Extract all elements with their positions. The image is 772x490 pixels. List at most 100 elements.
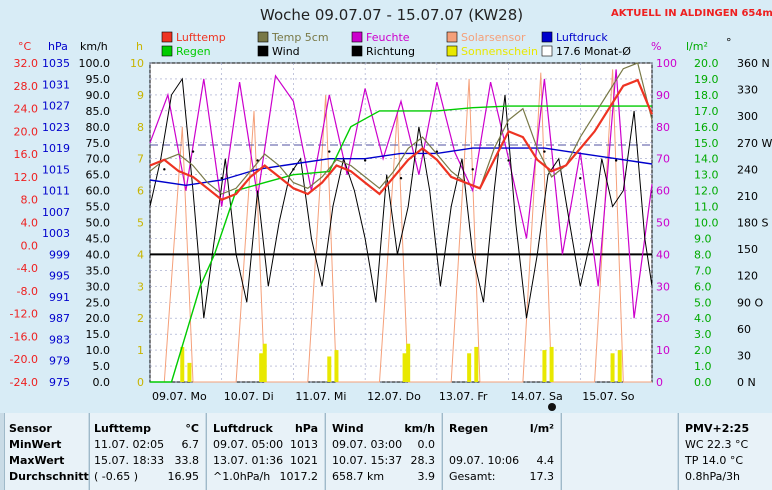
tick-lm2: 3.0: [694, 328, 712, 341]
tick-percent: 100: [656, 57, 677, 70]
legend-temp-5cm-label: Temp 5cm: [271, 31, 329, 44]
tick-lm2: 15.0: [694, 137, 719, 150]
tick-celsius: -16.0: [10, 330, 38, 343]
tick-celsius: -8.0: [17, 285, 38, 298]
tick-degree: 120: [737, 270, 758, 283]
series-line-feuchte: [149, 69, 653, 319]
tick-hpa: 983: [49, 333, 70, 346]
time-marker-icon[interactable]: [548, 403, 556, 411]
lufttemp-min-val: 6.7: [181, 438, 200, 451]
wind-min-time: 09.07. 03:00: [332, 438, 403, 451]
legend-richtung-label: Richtung: [366, 45, 415, 58]
tick-degree: 330: [737, 84, 758, 97]
tick-kmh: 65.0: [86, 169, 111, 182]
sunshine-bar: [402, 353, 407, 382]
tick-lm2: 13.0: [694, 169, 719, 182]
unit-celsius: °C: [18, 40, 32, 53]
unit-degree: °: [726, 36, 732, 49]
tick-x: 14.07. Sa: [511, 390, 563, 403]
tick-kmh: 15.0: [86, 328, 111, 341]
tick-hpa: 1035: [42, 57, 70, 70]
tick-percent: 20: [656, 312, 670, 325]
stats-col-luftdruck: Luftdruck hPa 09.07. 05:00 1013 13.07. 0…: [206, 413, 324, 490]
tick-percent: 30: [656, 280, 670, 293]
tick-hours: 4: [137, 248, 144, 261]
unit-percent: %: [651, 40, 662, 53]
tick-hours: 1: [137, 344, 144, 357]
current-location-label[interactable]: AKTUELL IN ALDINGEN 654mNN: [611, 8, 772, 19]
tick-hpa: 979: [49, 355, 70, 368]
tick-hpa: 991: [49, 291, 70, 304]
tick-lm2: 8.0: [694, 248, 712, 261]
sunshine-bar: [327, 356, 332, 382]
tick-degree: 300: [737, 110, 758, 123]
tick-kmh: 10.0: [86, 344, 111, 357]
sunshine-bar: [259, 353, 264, 382]
stats-label-max: MaxWert: [9, 454, 65, 467]
legend-feuchte-swatch: [351, 31, 363, 43]
sunshine-bar: [617, 350, 622, 382]
tick-hpa: 1019: [42, 142, 70, 155]
tick-lm2: 5.0: [694, 296, 712, 309]
regen-total-val: 17.3: [529, 470, 555, 483]
tick-degree: 270 W: [737, 137, 772, 150]
tick-hpa: 1023: [42, 121, 70, 134]
regen-max-val: 4.4: [536, 454, 555, 467]
tick-kmh: 95.0: [86, 73, 111, 86]
tick-percent: 0: [656, 376, 663, 389]
luftdruck-max-time: 13.07. 01:36: [213, 454, 284, 467]
tick-celsius: 8.0: [21, 194, 39, 207]
sunshine-bar: [262, 343, 267, 382]
direction-point: [163, 168, 166, 171]
tick-percent: 40: [656, 248, 670, 261]
luftdruck-trend: ^1.0hPa/h: [213, 470, 271, 483]
sunshine-bar: [406, 343, 411, 382]
series-line-regen: [150, 105, 652, 383]
tick-kmh: 90.0: [86, 89, 111, 102]
tick-lm2: 14.0: [694, 153, 719, 166]
tick-hours: 6: [137, 185, 144, 198]
pmv-tp: TP 14.0 °C: [685, 454, 744, 467]
tick-x: 15.07. So: [582, 390, 634, 403]
legend-luftdruck-swatch: [541, 31, 553, 43]
tick-degree: 60: [737, 323, 751, 336]
legend-sonnenschein-swatch: [446, 45, 458, 57]
direction-point: [363, 159, 367, 162]
tick-kmh: 25.0: [86, 296, 111, 309]
tick-celsius: -12.0: [10, 308, 38, 321]
tick-lm2: 19.0: [694, 73, 719, 86]
legend-solarsensor-swatch: [446, 31, 458, 43]
direction-point: [435, 150, 439, 153]
stats-unit-regen: l/m²: [529, 422, 554, 435]
tick-kmh: 60.0: [86, 185, 111, 198]
tick-hours: 8: [137, 121, 144, 134]
tick-x: 10.07. Di: [224, 390, 274, 403]
tick-lm2: 10.0: [694, 217, 719, 230]
stats-col-wind: Wind km/h 09.07. 03:00 0.0 10.07. 15:37 …: [325, 413, 441, 490]
pmv-trend: 0.8hPa/3h: [685, 470, 741, 483]
tick-degree: 180 S: [737, 217, 768, 230]
lufttemp-min-time: 11.07. 02:05: [94, 438, 165, 451]
luftdruck-avg-val: 1017.2: [279, 470, 319, 483]
legend-lufttemp-swatch: [161, 31, 173, 43]
series-line-wind: [149, 77, 653, 319]
tick-degree: 150: [737, 243, 758, 256]
tick-hpa: 975: [49, 376, 70, 389]
series-line-lufttemp: [149, 78, 654, 201]
tick-percent: 80: [656, 121, 670, 134]
tick-celsius: 16.0: [14, 148, 39, 161]
legend-17-6-monat--swatch: [541, 45, 553, 57]
stats-header-luftdruck: Luftdruck: [213, 422, 273, 435]
direction-point: [579, 176, 582, 180]
tick-lm2: 12.0: [694, 185, 719, 198]
direction-point: [328, 150, 331, 153]
tick-degree: 210: [737, 190, 758, 203]
direction-point: [614, 159, 618, 162]
tick-hpa: 1027: [42, 100, 70, 113]
sunshine-bar: [549, 346, 554, 382]
luftdruck-max-val: 1021: [290, 454, 318, 467]
tick-lm2: 11.0: [694, 201, 719, 214]
chart-title: Woche 09.07.07 - 15.07.07 (KW28): [260, 6, 524, 24]
lufttemp-max-time: 15.07. 18:33: [94, 454, 165, 467]
tick-celsius: -24.0: [10, 376, 38, 389]
